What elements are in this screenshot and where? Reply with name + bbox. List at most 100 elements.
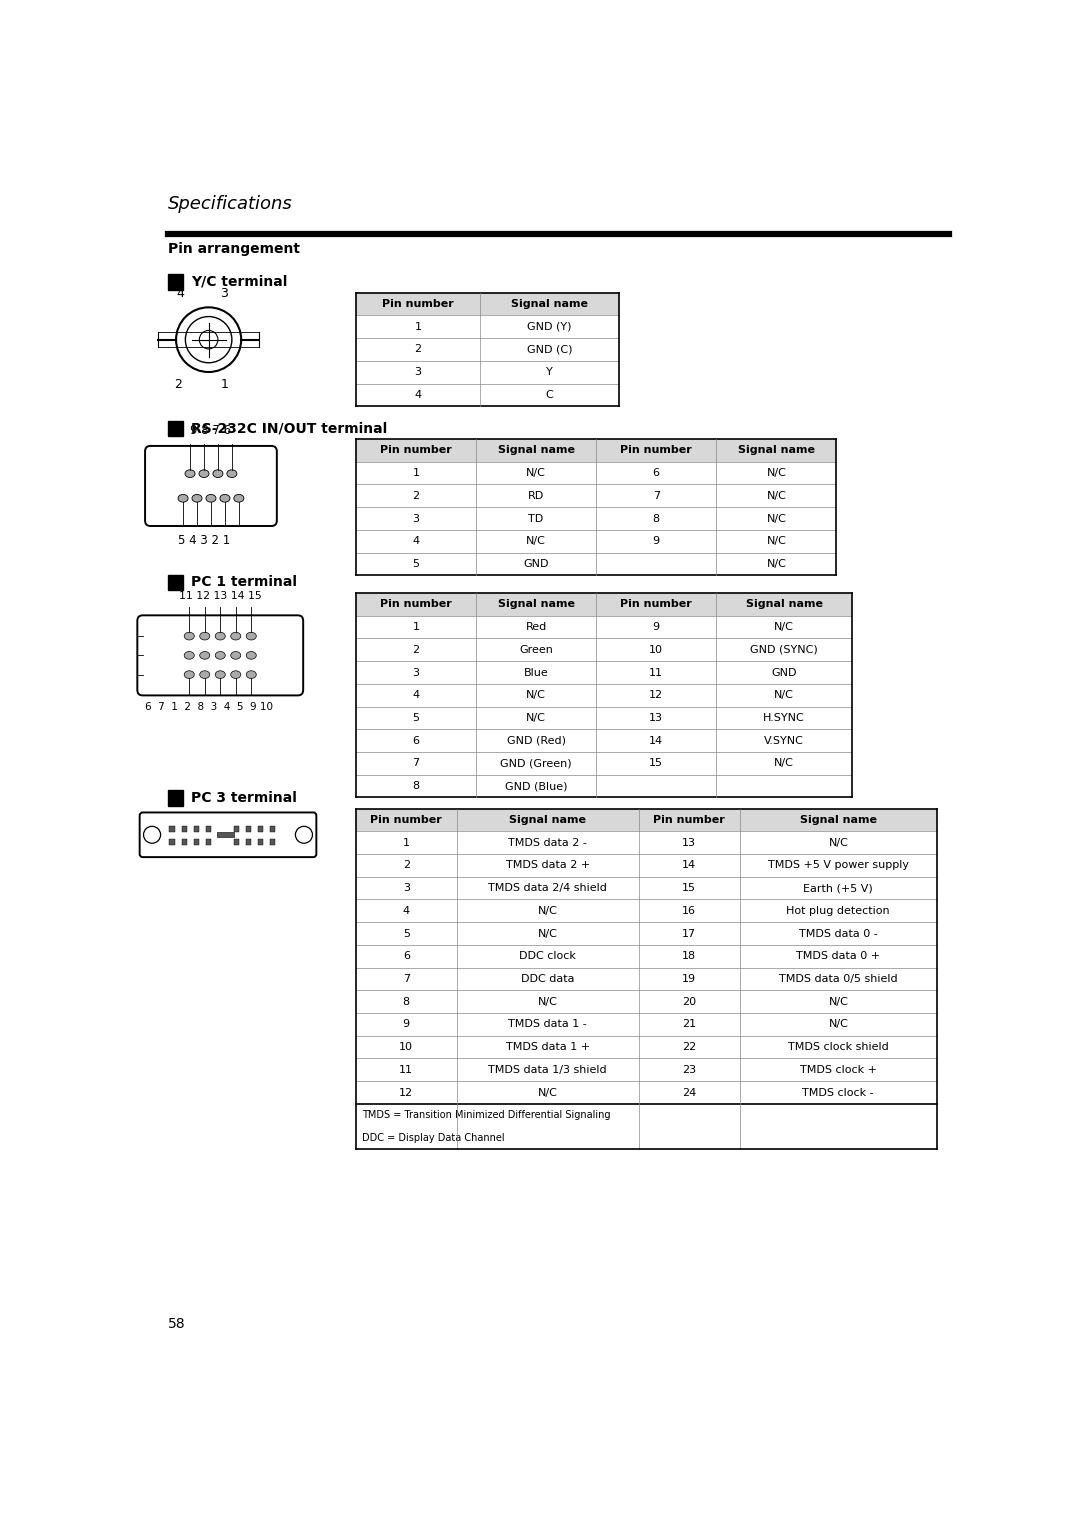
Text: 19: 19	[683, 973, 697, 984]
Bar	[457, 900, 638, 923]
Text: Pin number: Pin number	[620, 445, 692, 455]
Ellipse shape	[246, 633, 256, 640]
Text: 6: 6	[403, 952, 409, 961]
Text: 1: 1	[415, 322, 421, 332]
Text: 10: 10	[649, 645, 663, 656]
Text: Pin number: Pin number	[380, 599, 451, 610]
Text: GND (Y): GND (Y)	[527, 322, 572, 332]
Text: 4: 4	[415, 390, 421, 400]
Bar	[716, 752, 852, 775]
Bar	[457, 1013, 638, 1036]
Bar	[740, 1059, 937, 1082]
Text: TMDS data 2/4 shield: TMDS data 2/4 shield	[488, 883, 607, 892]
Text: 7: 7	[652, 490, 660, 501]
Text: N/C: N/C	[526, 468, 546, 478]
Bar	[740, 1036, 937, 1059]
Bar	[716, 616, 852, 639]
Text: 2: 2	[413, 645, 419, 656]
Text: TMDS = Transition Minimized Differential Signaling: TMDS = Transition Minimized Differential…	[362, 1111, 610, 1120]
Text: 18: 18	[683, 952, 697, 961]
Bar	[167, 575, 183, 590]
Bar	[638, 808, 740, 831]
Bar	[356, 639, 476, 662]
Text: 11: 11	[400, 1065, 414, 1074]
Bar	[233, 839, 240, 845]
Bar	[356, 923, 457, 944]
Bar	[716, 729, 852, 752]
Bar	[205, 839, 211, 845]
Bar	[638, 990, 740, 1013]
Text: 9 8 7 6: 9 8 7 6	[190, 425, 231, 437]
Text: N/C: N/C	[538, 1088, 557, 1097]
Text: 16: 16	[683, 906, 697, 915]
Text: 8: 8	[403, 996, 409, 1007]
Text: Y: Y	[546, 367, 553, 377]
Bar	[638, 923, 740, 944]
Text: Pin number: Pin number	[380, 445, 451, 455]
Text: N/C: N/C	[538, 929, 557, 938]
Bar	[356, 729, 476, 752]
Text: N/C: N/C	[538, 906, 557, 915]
Text: DDC clock: DDC clock	[519, 952, 576, 961]
Bar	[476, 439, 596, 461]
Bar	[167, 274, 183, 290]
Text: 3: 3	[413, 668, 419, 677]
Ellipse shape	[206, 495, 216, 503]
Bar	[716, 553, 836, 575]
Ellipse shape	[178, 495, 188, 503]
Bar	[596, 685, 716, 706]
Text: Signal name: Signal name	[509, 814, 586, 825]
Bar	[480, 338, 619, 361]
Text: 9: 9	[652, 536, 660, 545]
Bar	[596, 752, 716, 775]
Text: 6: 6	[652, 468, 660, 478]
Bar	[596, 616, 716, 639]
Text: Signal name: Signal name	[800, 814, 877, 825]
Bar	[476, 775, 596, 798]
Bar	[476, 616, 596, 639]
Text: 8: 8	[413, 781, 419, 792]
Bar	[258, 825, 264, 831]
Text: 4: 4	[413, 691, 419, 700]
Text: 2: 2	[403, 860, 409, 871]
Bar	[270, 825, 275, 831]
Text: N/C: N/C	[828, 837, 848, 848]
Text: 21: 21	[683, 1019, 697, 1030]
Bar	[638, 967, 740, 990]
Bar	[716, 662, 852, 685]
Text: Green: Green	[519, 645, 553, 656]
Bar	[258, 839, 264, 845]
Bar	[356, 775, 476, 798]
Text: V.SYNC: V.SYNC	[765, 735, 804, 746]
Bar	[356, 967, 457, 990]
Text: 5: 5	[413, 714, 419, 723]
Text: 6: 6	[413, 735, 419, 746]
Bar	[170, 825, 175, 831]
Text: 6  7  1  2  8  3  4  5  9 10: 6 7 1 2 8 3 4 5 9 10	[145, 701, 272, 712]
Text: N/C: N/C	[774, 622, 794, 633]
Bar	[596, 593, 716, 616]
Bar	[181, 839, 187, 845]
Ellipse shape	[215, 671, 226, 678]
Text: 5 4 3 2 1: 5 4 3 2 1	[178, 533, 230, 547]
Bar	[740, 990, 937, 1013]
Text: DDC = Display Data Channel: DDC = Display Data Channel	[362, 1132, 504, 1143]
Ellipse shape	[215, 651, 226, 659]
Bar	[638, 900, 740, 923]
Text: 5: 5	[403, 929, 409, 938]
Text: 14: 14	[683, 860, 697, 871]
Bar	[457, 967, 638, 990]
Text: Pin arrangement: Pin arrangement	[167, 241, 299, 255]
Bar	[716, 439, 836, 461]
Bar	[356, 338, 480, 361]
Text: TMDS data 0 -: TMDS data 0 -	[799, 929, 878, 938]
Text: GND (SYNC): GND (SYNC)	[751, 645, 818, 656]
Text: Pin number: Pin number	[620, 599, 692, 610]
Bar	[246, 825, 252, 831]
Text: 2: 2	[174, 377, 181, 391]
Text: Red: Red	[526, 622, 546, 633]
Bar	[356, 900, 457, 923]
Text: 14: 14	[649, 735, 663, 746]
Text: Hot plug detection: Hot plug detection	[786, 906, 890, 915]
Bar	[205, 825, 211, 831]
